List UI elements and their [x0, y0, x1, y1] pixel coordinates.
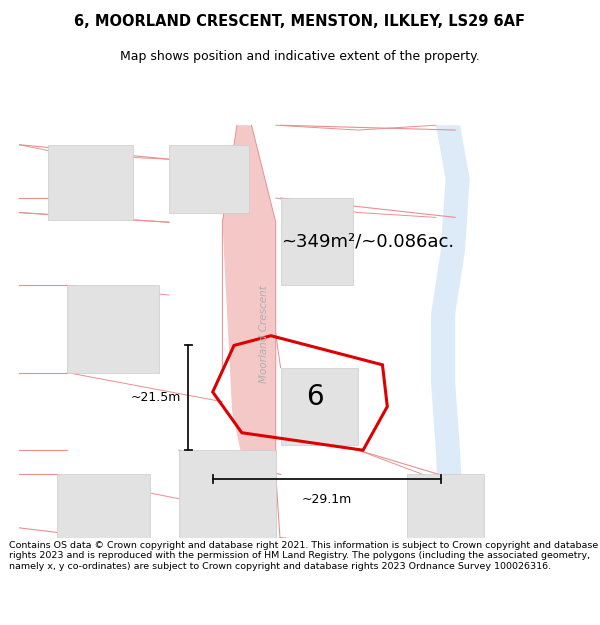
Text: ~21.5m: ~21.5m — [130, 391, 181, 404]
Text: ~349m²/~0.086ac.: ~349m²/~0.086ac. — [281, 232, 454, 251]
Bar — [58, 474, 149, 557]
Bar — [407, 474, 484, 538]
Text: ~29.1m: ~29.1m — [302, 493, 352, 506]
Bar — [48, 144, 133, 220]
Text: 6, MOORLAND CRESCENT, MENSTON, ILKLEY, LS29 6AF: 6, MOORLAND CRESCENT, MENSTON, ILKLEY, L… — [74, 14, 526, 29]
Text: Map shows position and indicative extent of the property.: Map shows position and indicative extent… — [120, 49, 480, 62]
Polygon shape — [431, 125, 470, 548]
Bar — [179, 450, 276, 542]
Text: Contains OS data © Crown copyright and database right 2021. This information is : Contains OS data © Crown copyright and d… — [9, 541, 598, 571]
Bar — [281, 198, 353, 285]
Text: Moorland Crescent: Moorland Crescent — [259, 285, 269, 382]
Polygon shape — [223, 125, 276, 548]
Bar — [67, 285, 160, 372]
Bar — [169, 144, 248, 212]
Text: 6: 6 — [306, 383, 323, 411]
Bar — [281, 368, 358, 446]
